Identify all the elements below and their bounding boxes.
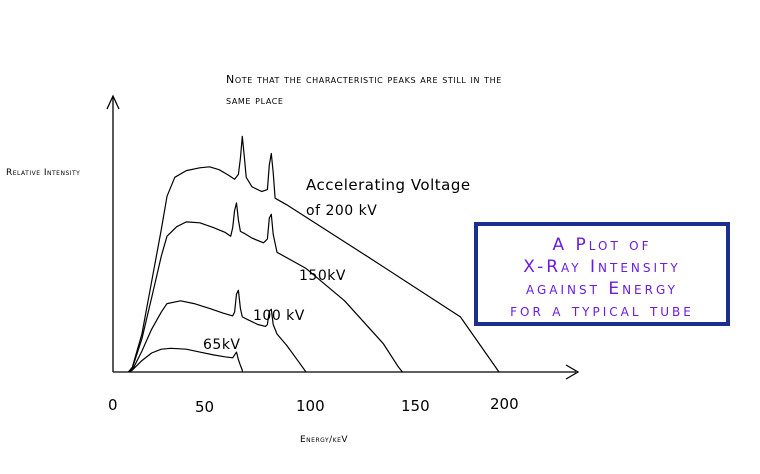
title-box: A Plot of X-Ray Intensity against Energy… [474, 222, 730, 326]
annotation-200kv-line-2: of 200 kV [306, 203, 377, 219]
title-box-line-2: X-Ray Intensity [523, 257, 681, 277]
x-tick-label-100: 100 [296, 397, 325, 415]
note-line-1: Note that the characteristic peaks are s… [226, 73, 502, 86]
x-axis-arrowhead [565, 364, 580, 380]
x-tick-label-50: 50 [195, 398, 214, 416]
series-line-100kv [128, 289, 307, 373]
x-axis-label: Energy/keV [300, 435, 348, 445]
y-axis-label: Relative Intensity [6, 168, 80, 178]
series-line-65kv [128, 347, 243, 373]
annotation-200kv-line-1: Accelerating Voltage [306, 176, 471, 194]
series-line-150kv [127, 202, 403, 373]
title-box-line-4: for a typical tube [510, 301, 694, 321]
x-tick-label-150: 150 [401, 397, 430, 415]
series-label-65kv: 65kV [203, 337, 241, 353]
note-line-2: same place [226, 94, 284, 107]
series-line-200kv [127, 135, 500, 373]
series-curves [127, 135, 500, 373]
title-box-line-1: A Plot of [552, 235, 652, 255]
series-label-100kv: 100 kV [253, 308, 305, 324]
x-tick-label-0: 0 [108, 396, 118, 414]
x-tick-label-200: 200 [490, 395, 519, 413]
y-axis-arrowhead [106, 94, 120, 110]
title-box-line-3: against Energy [525, 279, 679, 299]
